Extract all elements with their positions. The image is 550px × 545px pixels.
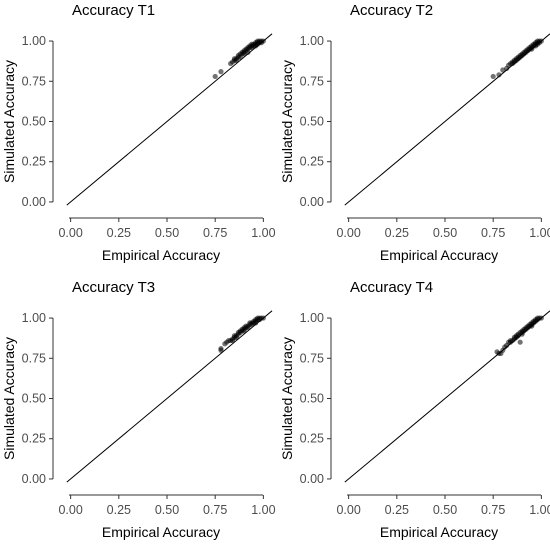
panel-title: Accuracy T1 [72, 2, 155, 19]
x-tick-label: 0.75 [203, 503, 227, 517]
x-axis-title: Empirical Accuracy [380, 247, 498, 263]
x-tick-label: 0.25 [385, 503, 409, 517]
y-tick-label: 0.50 [300, 115, 324, 129]
y-tick-label: 0.25 [22, 432, 46, 446]
panel-title: Accuracy T2 [350, 2, 433, 19]
y-tick-label: 0.50 [22, 392, 46, 406]
data-point [218, 69, 224, 75]
data-point [260, 38, 266, 44]
x-tick-label: 0.50 [155, 503, 179, 517]
x-tick-label: 0.50 [433, 226, 457, 240]
data-point [490, 73, 496, 80]
y-tick-label: 1.00 [22, 34, 46, 48]
y-tick-label: 1.00 [300, 34, 324, 48]
y-tick-label: 0.00 [22, 472, 46, 486]
data-point [260, 315, 266, 321]
data-point [507, 339, 514, 345]
y-tick-label: 0.75 [22, 74, 46, 88]
x-tick-label: 0.00 [336, 226, 360, 240]
y-tick-label: 0.75 [300, 351, 324, 365]
y-tick-label: 1.00 [300, 311, 324, 325]
y-tick-label: 0.50 [300, 392, 324, 406]
data-point [517, 54, 523, 60]
data-point [513, 57, 519, 63]
x-tick-label: 0.25 [107, 503, 131, 517]
x-tick-label: 0.50 [433, 503, 457, 517]
y-tick-label: 0.75 [22, 351, 46, 365]
data-point [253, 320, 259, 326]
data-point [229, 337, 236, 344]
data-point [521, 51, 527, 57]
data-point [538, 315, 544, 321]
y-tick-label: 0.00 [22, 195, 46, 209]
data-point [254, 38, 261, 44]
y-tick-label: 0.25 [300, 432, 324, 446]
panel-title: Accuracy T3 [72, 279, 155, 296]
x-tick-label: 0.25 [385, 226, 409, 240]
x-tick-label: 0.75 [481, 503, 505, 517]
y-axis-title: Simulated Accuracy [279, 60, 295, 183]
data-point [529, 323, 535, 329]
data-point [517, 339, 523, 345]
data-point [534, 41, 541, 47]
data-point [218, 346, 224, 352]
panel-title: Accuracy T4 [350, 279, 433, 296]
y-tick-label: 0.00 [300, 195, 324, 209]
data-point [513, 334, 519, 340]
x-tick-label: 0.50 [155, 226, 179, 240]
x-tick-label: 0.25 [107, 226, 131, 240]
x-axis-title: Empirical Accuracy [102, 524, 220, 540]
x-tick-label: 0.00 [58, 503, 82, 517]
data-point [519, 331, 525, 337]
data-point [233, 57, 239, 63]
y-tick-label: 0.00 [300, 472, 324, 486]
y-tick-label: 0.50 [22, 115, 46, 129]
y-axis-title: Simulated Accuracy [1, 60, 17, 183]
data-point [529, 46, 535, 52]
x-tick-label: 0.75 [203, 226, 227, 240]
x-axis-title: Empirical Accuracy [380, 524, 498, 540]
chart-panel-1: Accuracy T1 0.00 0.25 0.50 0.75 1.00 0.00 0.25 0… [1, 2, 276, 263]
x-axis-title: Empirical Accuracy [102, 247, 220, 263]
data-point [538, 38, 544, 44]
data-point [523, 326, 529, 332]
x-tick-label: 0.00 [58, 226, 82, 240]
x-tick-label: 0.75 [481, 226, 505, 240]
y-tick-label: 1.00 [22, 311, 46, 325]
x-tick-label: 1.00 [251, 226, 275, 240]
y-tick-label: 0.25 [22, 155, 46, 169]
x-tick-label: 0.00 [336, 503, 360, 517]
chart-panel-4: Accuracy T4 0.00 0.25 0.50 0.75 1.00 0.00 0.25 0… [279, 279, 550, 540]
data-point [212, 73, 218, 80]
x-tick-label: 1.00 [251, 503, 275, 517]
y-axis-title: Simulated Accuracy [1, 337, 17, 460]
data-point [241, 51, 247, 57]
y-tick-label: 0.75 [300, 74, 324, 88]
data-point [249, 41, 255, 47]
chart-panel-3: Accuracy T3 0.00 0.25 0.50 0.75 1.00 0.00 0.25 0… [1, 279, 276, 540]
y-tick-label: 0.25 [300, 155, 324, 169]
data-point [233, 334, 239, 340]
data-point [509, 60, 516, 67]
x-tick-label: 1.00 [529, 226, 550, 240]
identity-line [66, 310, 273, 483]
x-tick-label: 1.00 [529, 503, 550, 517]
data-point [496, 72, 502, 78]
data-point [245, 325, 251, 331]
chart-panel-2: Accuracy T2 0.00 0.25 0.50 0.75 1.00 0.00 0.25 0… [279, 2, 550, 263]
data-point [241, 328, 247, 334]
y-axis-title: Simulated Accuracy [279, 337, 295, 460]
